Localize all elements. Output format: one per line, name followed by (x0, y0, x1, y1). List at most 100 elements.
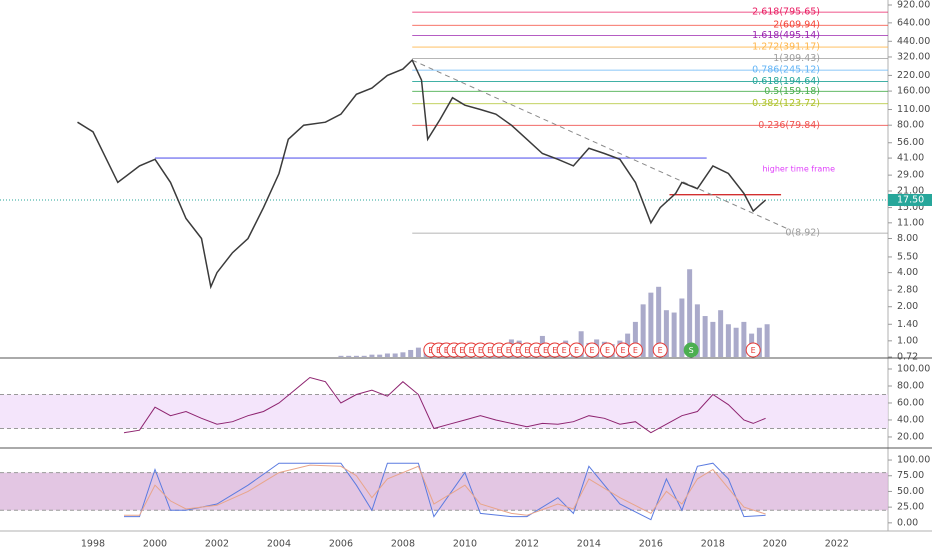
volume-bar (764, 324, 770, 357)
x-tick-label: 2002 (205, 539, 229, 550)
event-label: E (552, 346, 557, 355)
event-label: E (436, 346, 441, 355)
volume-bar (733, 327, 739, 357)
event-label: E (515, 346, 520, 355)
event-marker (745, 342, 761, 358)
volume-bar (640, 304, 646, 357)
x-tick-label: 2004 (267, 539, 291, 550)
volume-bar (408, 349, 414, 357)
event-marker (569, 342, 585, 358)
event-label: E (633, 346, 638, 355)
event-label: E (444, 346, 449, 355)
volume-bar (361, 355, 367, 357)
volume-bar (663, 310, 669, 357)
y-tick-label: 25.00 (897, 502, 924, 513)
y-tick-label: 4.00 (897, 267, 918, 278)
y-tick-label: 41.00 (897, 153, 924, 164)
event-label: E (574, 346, 579, 355)
volume-bar (384, 353, 390, 357)
x-tick-label: 2014 (577, 539, 601, 550)
event-label: E (459, 346, 464, 355)
series-line (77, 58, 767, 290)
y-tick-label: 5.50 (897, 251, 918, 262)
volume-bar (632, 321, 638, 357)
fib-label: 1.618(495.14) (752, 30, 820, 41)
event-label: E (469, 346, 474, 355)
x-tick-label: 2008 (391, 539, 415, 550)
event-label: E (751, 346, 756, 355)
event-label: E (524, 346, 529, 355)
y-tick-label: 920.00 (897, 0, 930, 11)
event-label: E (543, 346, 548, 355)
event-label: E (534, 346, 539, 355)
y-tick-label: 220.00 (897, 70, 930, 81)
y-tick-label: 20.00 (897, 431, 924, 442)
y-tick-label: 0.72 (897, 352, 918, 363)
volume-bar (415, 347, 421, 357)
y-tick-label: 2.80 (897, 285, 918, 296)
y-tick-label: 640.00 (897, 17, 930, 28)
y-tick-label: 440.00 (897, 36, 930, 47)
y-tick-label: 160.00 (897, 86, 930, 97)
fib-label: 0.382(123.72) (752, 98, 820, 109)
x-tick-label: 2016 (639, 539, 663, 550)
y-tick-label: 15.00 (897, 202, 924, 213)
volume-bar (718, 310, 724, 357)
y-tick-label: 0.00 (897, 517, 918, 528)
volume-bar (671, 312, 677, 357)
y-tick-label: 110.00 (897, 104, 930, 115)
y-tick-label: 2.00 (897, 301, 918, 312)
y-tick-label: 56.00 (897, 137, 924, 148)
fib-label: 0.236(79.84) (758, 120, 820, 131)
event-marker (683, 342, 699, 358)
series-line (124, 462, 766, 521)
event-label: S (689, 346, 694, 355)
fib-label: 0.786(245.12) (752, 65, 820, 76)
event-label: E (478, 346, 483, 355)
annotation: higher time frame (762, 164, 835, 173)
volume-bar (346, 355, 352, 357)
event-label: E (658, 346, 663, 355)
event-label: E (487, 346, 492, 355)
fib-label: 0(8.92) (785, 228, 820, 239)
volume-bar (338, 355, 344, 357)
event-label: E (589, 346, 594, 355)
y-tick-label: 320.00 (897, 51, 930, 62)
x-tick-label: 2022 (825, 539, 849, 550)
volume-bar (392, 353, 398, 357)
volume-bar (694, 304, 700, 357)
volume-bar (710, 321, 716, 357)
event-label: E (452, 346, 457, 355)
y-tick-label: 60.00 (897, 397, 924, 408)
fib-label: 0.618(194.64) (752, 76, 820, 87)
event-marker (584, 342, 600, 358)
series-line (124, 464, 766, 516)
fib-label: 2(609.94) (773, 20, 820, 31)
volume-bar (648, 292, 654, 357)
y-tick-label: 1.00 (897, 335, 918, 346)
price-box (888, 193, 932, 206)
x-tick-label: 2006 (329, 539, 353, 550)
y-tick-label: 29.00 (897, 170, 924, 181)
volume-bar (725, 324, 731, 357)
volume-bar (400, 352, 406, 357)
x-tick-label: 2012 (515, 539, 539, 550)
y-tick-label: 80.00 (897, 120, 924, 131)
event-label: E (620, 346, 625, 355)
event-label: E (605, 346, 610, 355)
x-tick-label: 2000 (143, 539, 167, 550)
event-label: E (562, 346, 567, 355)
event-marker (652, 342, 668, 358)
series-line (123, 376, 766, 434)
volume-bar (702, 316, 708, 357)
y-tick-label: 100.00 (897, 364, 930, 375)
band (0, 472, 888, 511)
y-tick-label: 1.40 (897, 319, 918, 330)
y-tick-label: 80.00 (897, 380, 924, 391)
y-tick-label: 21.00 (897, 186, 924, 197)
volume-bar (377, 354, 383, 357)
volume-bar (369, 354, 375, 357)
fib-label: 1(309.43) (773, 53, 820, 64)
fib-label: 2.618(795.65) (752, 7, 820, 18)
